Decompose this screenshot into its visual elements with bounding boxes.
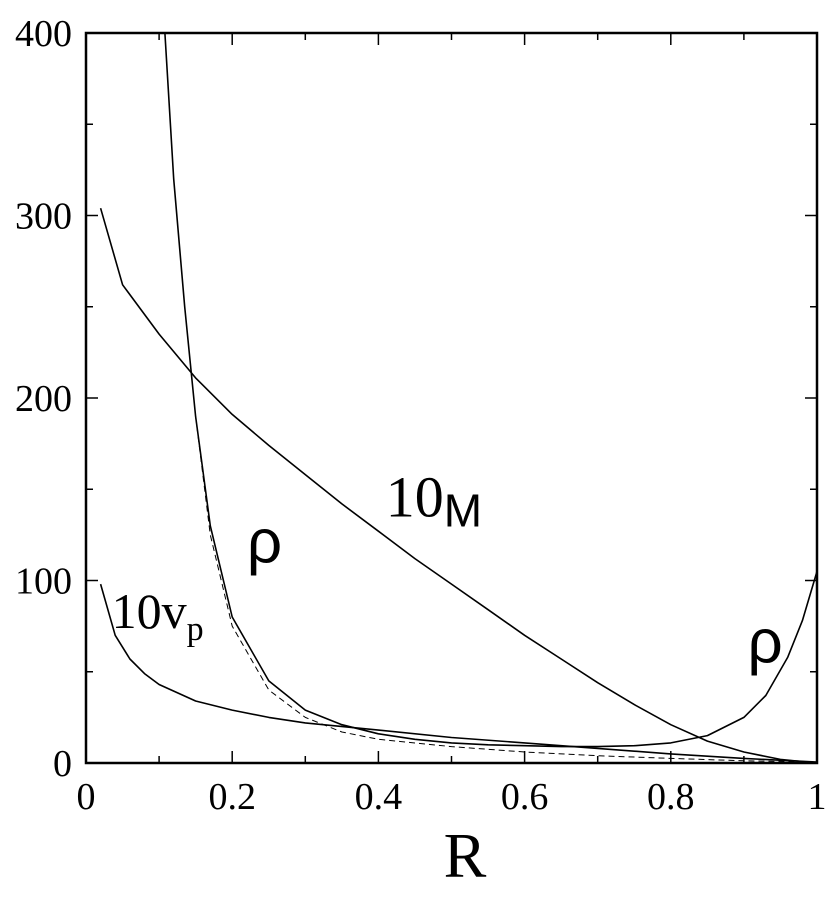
x-tick-label: 0.8 <box>647 776 695 818</box>
curve-annotation-0: 10M <box>386 465 482 537</box>
x-axis-title: R <box>444 820 487 891</box>
curve-annotation-1: ρ <box>247 507 282 576</box>
x-tick-label: 0.2 <box>208 776 256 818</box>
y-tick-labels: 0 100 200 300 400 <box>15 13 72 785</box>
curve-annotation-2: 10vp <box>112 583 204 648</box>
annotation-layer: 10M ρ 10vp ρ <box>112 465 783 677</box>
axis-ticks <box>85 32 818 764</box>
series-line-3 <box>195 416 818 763</box>
series-layer <box>99 32 818 764</box>
x-tick-label: 0 <box>77 776 96 818</box>
x-tick-label: 0.4 <box>355 776 403 818</box>
series-line-1 <box>164 32 818 748</box>
y-tick-label: 0 <box>53 743 72 785</box>
y-tick-label: 400 <box>15 13 72 55</box>
x-tick-label: 1 <box>808 776 827 818</box>
x-tick-labels: 0 0.2 0.4 0.6 0.8 1 <box>77 776 827 818</box>
plot-frame <box>84 31 819 765</box>
y-tick-label: 300 <box>15 196 72 238</box>
series-line-0 <box>99 207 818 764</box>
y-tick-label: 200 <box>15 378 72 420</box>
x-tick-label: 0.6 <box>501 776 549 818</box>
curve-annotation-3: ρ <box>748 608 783 677</box>
y-tick-label: 100 <box>15 561 72 603</box>
series-line-2 <box>99 583 818 763</box>
